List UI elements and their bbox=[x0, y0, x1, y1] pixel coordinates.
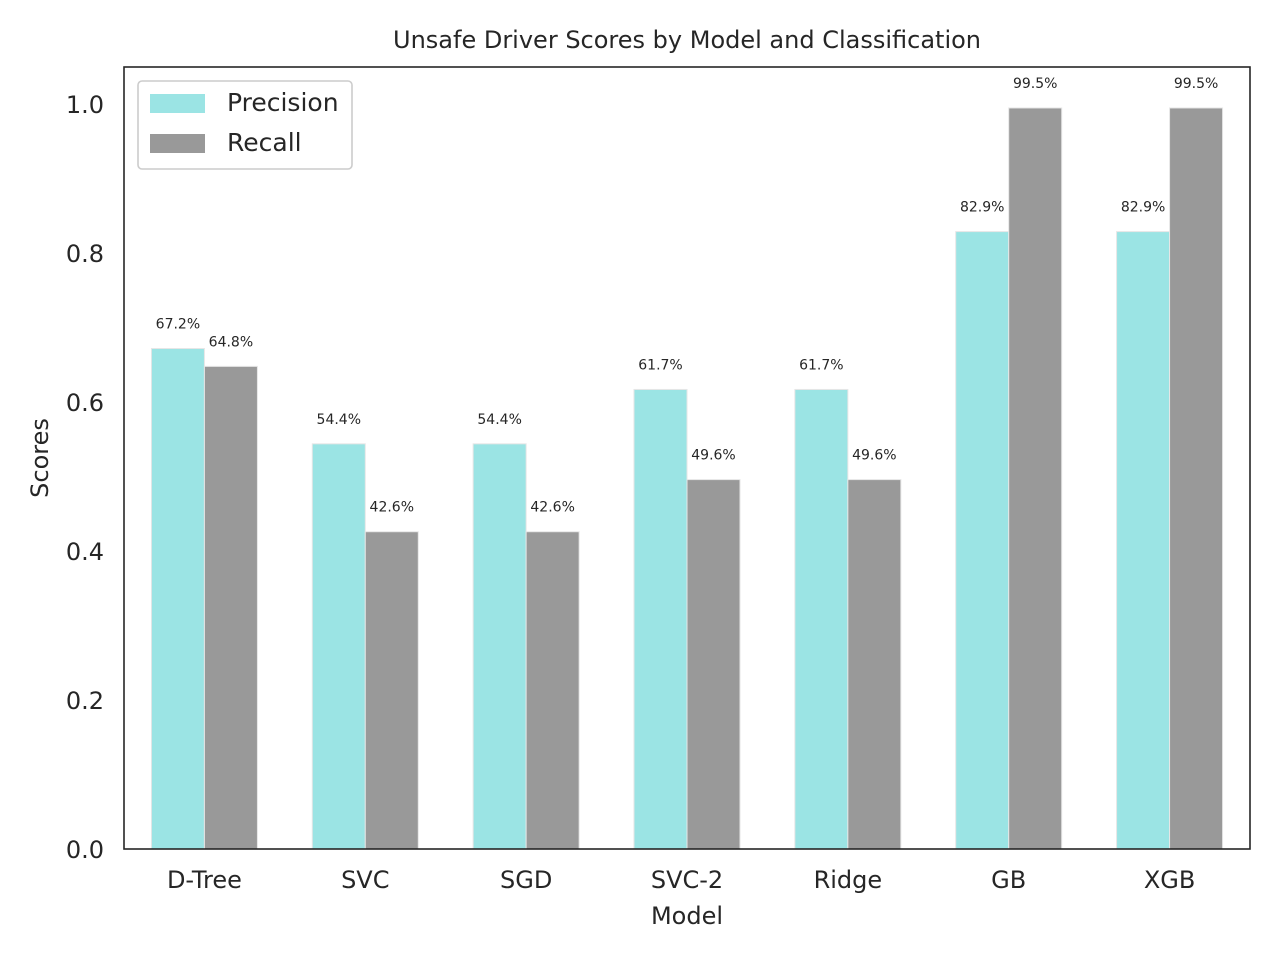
bar-recall-gb bbox=[1008, 107, 1063, 850]
legend-label-precision: Precision bbox=[227, 88, 339, 117]
legend: Precision Recall bbox=[137, 80, 353, 170]
bar-recall-svc bbox=[364, 531, 419, 850]
bar-value-label-precision-svc-2: 61.7% bbox=[638, 357, 682, 373]
bar-value-label-recall-ridge: 49.6% bbox=[852, 448, 896, 464]
bar-precision-d-tree bbox=[150, 348, 205, 850]
bar-value-label-precision-ridge: 61.7% bbox=[799, 357, 843, 373]
y-axis-label: Scores bbox=[26, 418, 54, 498]
bar-labels-layer: 67.2% 64.8% 54.4% 42.6% 54.4% 42.6% 61.7% 49.6%… bbox=[156, 76, 1219, 516]
bar-value-label-recall-d-tree: 64.8% bbox=[209, 334, 253, 350]
bar-value-label-precision-gb: 82.9% bbox=[960, 200, 1004, 216]
bar-value-label-recall-sgd: 42.6% bbox=[530, 500, 574, 516]
bar-precision-xgb bbox=[1116, 231, 1171, 850]
bar-value-label-precision-sgd: 54.4% bbox=[477, 412, 521, 428]
x-axis-label: Model bbox=[651, 902, 723, 930]
bar-value-label-recall-svc-2: 49.6% bbox=[691, 448, 735, 464]
bar-precision-ridge bbox=[794, 388, 849, 850]
y-tick-label: 0.2 bbox=[66, 687, 104, 715]
bar-precision-sgd bbox=[472, 443, 527, 850]
legend-swatch-recall bbox=[150, 134, 205, 153]
bar-recall-d-tree bbox=[203, 365, 258, 850]
y-tick-label: 0.0 bbox=[66, 836, 104, 864]
bar-recall-ridge bbox=[847, 479, 902, 850]
x-tick-label-xgb: XGB bbox=[1144, 866, 1196, 894]
bar-value-label-precision-xgb: 82.9% bbox=[1121, 200, 1165, 216]
bar-recall-svc-2 bbox=[686, 479, 741, 850]
bar-recall-xgb bbox=[1169, 107, 1224, 850]
bar-value-label-precision-svc: 54.4% bbox=[317, 412, 361, 428]
bar-precision-svc bbox=[311, 443, 366, 850]
y-tick-label: 0.4 bbox=[66, 538, 104, 566]
bar-precision-svc-2 bbox=[633, 388, 688, 850]
x-axis: D-Tree SVC SGD SVC-2 Ridge GB XGB bbox=[167, 866, 1195, 894]
bars-layer bbox=[150, 107, 1224, 850]
y-tick-label: 0.8 bbox=[66, 240, 104, 268]
x-tick-label-gb: GB bbox=[991, 866, 1026, 894]
legend-swatch-precision bbox=[150, 94, 205, 113]
bar-value-label-precision-d-tree: 67.2% bbox=[156, 317, 200, 333]
x-tick-label-d-tree: D-Tree bbox=[167, 866, 242, 894]
chart-title: Unsafe Driver Scores by Model and Classi… bbox=[393, 26, 981, 54]
bar-value-label-recall-gb: 99.5% bbox=[1013, 76, 1057, 92]
x-tick-label-svc: SVC bbox=[341, 866, 389, 894]
x-tick-label-sgd: SGD bbox=[500, 866, 552, 894]
y-axis: 0.0 0.2 0.4 0.6 0.8 1.0 bbox=[66, 91, 104, 864]
x-tick-label-ridge: Ridge bbox=[814, 866, 883, 894]
bar-recall-sgd bbox=[525, 531, 580, 850]
legend-label-recall: Recall bbox=[227, 128, 302, 157]
y-tick-label: 0.6 bbox=[66, 389, 104, 417]
bar-value-label-recall-svc: 42.6% bbox=[370, 500, 414, 516]
bar-precision-gb bbox=[955, 231, 1010, 850]
y-tick-label: 1.0 bbox=[66, 91, 104, 119]
bar-value-label-recall-xgb: 99.5% bbox=[1174, 76, 1218, 92]
plot-frame bbox=[123, 66, 1251, 850]
x-tick-label-svc-2: SVC-2 bbox=[651, 866, 723, 894]
